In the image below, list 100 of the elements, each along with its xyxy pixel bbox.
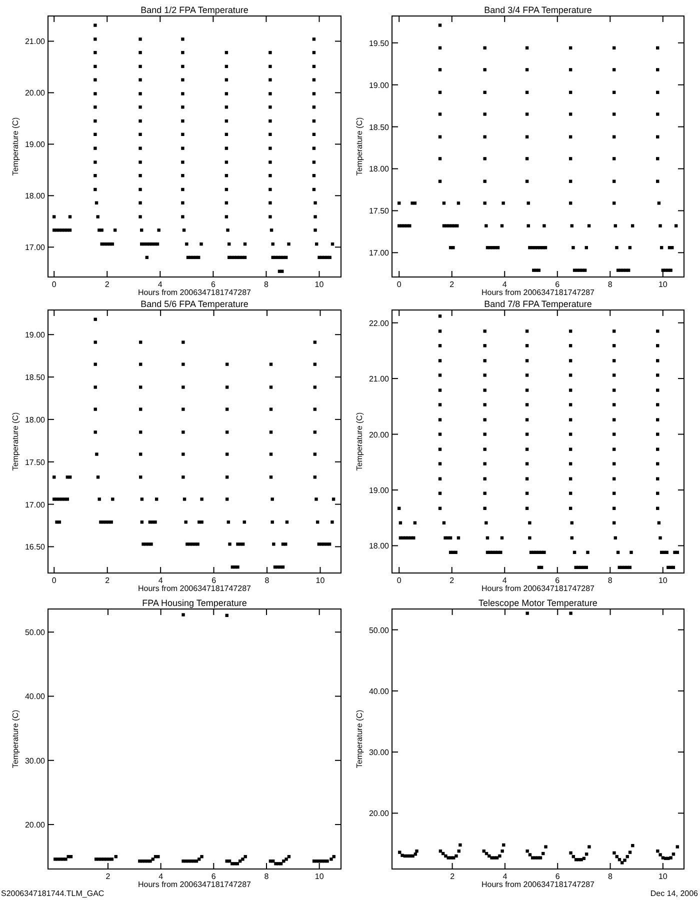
point bbox=[94, 119, 97, 123]
y-tick-label: 21.00 bbox=[368, 374, 390, 384]
x-tick-label: 8 bbox=[608, 576, 613, 585]
y-tick-label: 50.00 bbox=[368, 626, 390, 635]
point bbox=[438, 448, 442, 451]
y-tick-label: 18.00 bbox=[24, 415, 46, 424]
point bbox=[656, 344, 660, 348]
point bbox=[537, 268, 541, 272]
point bbox=[56, 858, 60, 861]
x-tick-label: 0 bbox=[52, 280, 57, 289]
point bbox=[182, 228, 186, 232]
y-tick-label: 18.50 bbox=[24, 373, 46, 382]
point bbox=[94, 78, 97, 82]
point bbox=[483, 462, 486, 466]
point bbox=[269, 362, 273, 366]
point bbox=[483, 344, 486, 348]
point bbox=[656, 403, 660, 406]
x-tick-label: 2 bbox=[450, 872, 456, 881]
point bbox=[270, 498, 274, 501]
point bbox=[588, 845, 591, 848]
y-tick-label: 17.50 bbox=[368, 206, 390, 216]
point bbox=[656, 432, 660, 436]
point bbox=[228, 542, 232, 546]
point bbox=[138, 119, 142, 123]
point bbox=[270, 520, 274, 524]
point bbox=[656, 359, 660, 362]
y-axis-title: Temperature (C) bbox=[11, 412, 20, 471]
point bbox=[525, 432, 529, 436]
chart-title: Band 3/4 FPA Temperature bbox=[484, 5, 592, 15]
point bbox=[312, 38, 316, 41]
point bbox=[268, 132, 272, 136]
point bbox=[182, 408, 185, 411]
point bbox=[525, 180, 529, 183]
point bbox=[656, 448, 660, 451]
point bbox=[63, 228, 66, 232]
point bbox=[495, 856, 499, 860]
chart-title: Telescope Motor Temperature bbox=[478, 598, 598, 608]
point bbox=[656, 180, 660, 183]
point bbox=[182, 362, 185, 366]
point bbox=[138, 106, 142, 109]
point bbox=[528, 521, 532, 524]
point bbox=[181, 132, 184, 136]
y-tick-label: 19.00 bbox=[24, 330, 46, 340]
point bbox=[138, 132, 142, 136]
point bbox=[279, 862, 283, 866]
point bbox=[284, 542, 288, 546]
point bbox=[314, 498, 318, 501]
point bbox=[268, 160, 272, 164]
point bbox=[484, 224, 488, 228]
point bbox=[612, 359, 616, 362]
point bbox=[446, 856, 450, 860]
x-tick-label: 4 bbox=[502, 576, 508, 585]
x-tick-label: 8 bbox=[264, 872, 270, 881]
point bbox=[630, 224, 634, 228]
x-tick-label: 8 bbox=[264, 280, 269, 289]
point bbox=[138, 146, 142, 150]
point bbox=[94, 340, 97, 344]
point bbox=[525, 68, 529, 72]
x-tick-label: 8 bbox=[608, 872, 614, 881]
point bbox=[94, 50, 97, 54]
point bbox=[157, 228, 160, 232]
point bbox=[185, 242, 188, 246]
point bbox=[138, 38, 142, 41]
point bbox=[55, 498, 58, 501]
y-axis-title: Temperature (C) bbox=[11, 117, 20, 176]
point bbox=[138, 201, 142, 204]
point bbox=[400, 854, 404, 857]
point bbox=[438, 112, 442, 116]
point bbox=[268, 64, 272, 68]
point bbox=[483, 157, 486, 160]
point bbox=[181, 174, 184, 178]
x-tick-label: 6 bbox=[212, 576, 217, 585]
point bbox=[525, 374, 529, 377]
x-tick-label: 10 bbox=[314, 872, 324, 881]
point bbox=[94, 24, 97, 27]
y-tick-label: 50.00 bbox=[24, 628, 46, 638]
point bbox=[94, 408, 97, 411]
x-tick-label: 8 bbox=[264, 576, 270, 585]
point bbox=[224, 160, 228, 164]
x-tick-label: 4 bbox=[158, 872, 164, 881]
point bbox=[94, 318, 97, 321]
point bbox=[568, 112, 572, 116]
x-tick-label: 4 bbox=[502, 872, 508, 881]
point bbox=[188, 542, 192, 546]
point bbox=[528, 536, 532, 540]
point bbox=[674, 224, 678, 228]
point bbox=[483, 506, 486, 510]
x-axis-title: Hours from 2006347181747287 bbox=[138, 288, 252, 297]
point bbox=[268, 92, 272, 96]
point bbox=[656, 477, 660, 480]
point bbox=[139, 430, 142, 434]
point bbox=[568, 359, 572, 362]
point bbox=[568, 344, 572, 348]
point bbox=[656, 418, 660, 422]
point bbox=[113, 228, 117, 232]
point bbox=[483, 90, 486, 94]
point bbox=[454, 550, 458, 554]
y-tick-label: 20.00 bbox=[24, 88, 46, 98]
point bbox=[138, 215, 142, 218]
point bbox=[656, 68, 660, 72]
